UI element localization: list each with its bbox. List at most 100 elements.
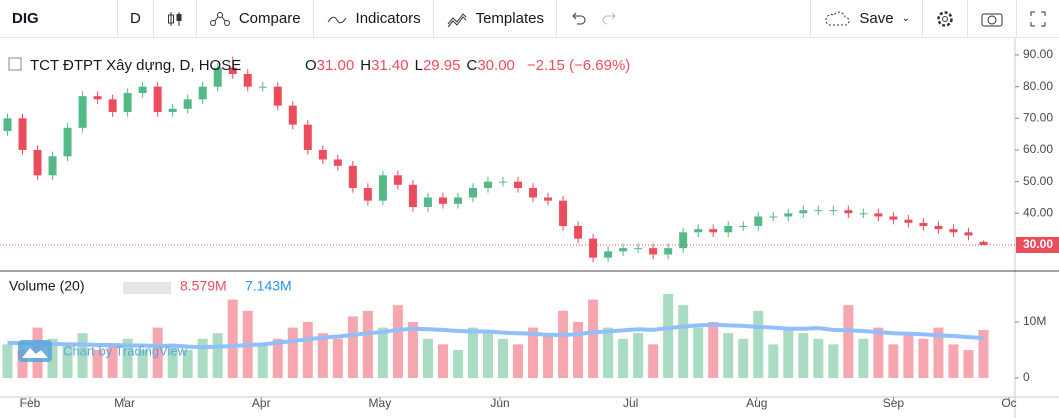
volume-bar xyxy=(452,349,463,378)
y-tick-label: 60.00 xyxy=(1023,142,1053,156)
x-tick-label: Jul xyxy=(623,396,638,410)
symbol-button[interactable]: DIG xyxy=(0,0,118,38)
candle-body xyxy=(78,96,87,128)
y-tick-label: 90.00 xyxy=(1023,47,1053,61)
volume-bar xyxy=(392,305,403,378)
candle-body xyxy=(423,197,432,207)
volume-bar xyxy=(407,321,418,378)
candle-body xyxy=(333,159,342,166)
legend-value: 31.40 xyxy=(371,57,409,74)
candle-body xyxy=(754,216,763,226)
volume-bar xyxy=(377,327,388,378)
volume-bar xyxy=(918,338,929,378)
volume-bar xyxy=(497,338,508,378)
y-tick-label: 50.00 xyxy=(1023,174,1053,188)
candle-body xyxy=(243,73,252,87)
candle-body xyxy=(318,149,327,160)
volume-bar xyxy=(813,338,824,378)
ohlc-legend: O31.00 H31.40 L29.95 C30.00 −2.15 (−6.69%) xyxy=(305,57,630,74)
series-title: TCT ĐTPT Xây dựng, D, HOSE xyxy=(30,57,241,74)
volume-bar xyxy=(167,344,178,378)
templates-button[interactable]: Templates xyxy=(434,0,557,38)
y-tick-label: 10M xyxy=(1023,314,1046,328)
interval: D xyxy=(130,10,141,27)
volume-bar xyxy=(753,310,764,378)
volume-bar xyxy=(212,333,223,378)
chart-type-button[interactable] xyxy=(154,0,197,38)
volume-ma-line xyxy=(7,322,984,350)
interval-button[interactable]: D xyxy=(118,0,154,38)
volume-bar xyxy=(603,327,614,378)
x-tick-label: May xyxy=(369,396,392,410)
volume-bar xyxy=(257,344,268,378)
y-tick-label: 0 xyxy=(1023,370,1030,384)
compare-icon xyxy=(209,11,230,26)
volume-controls[interactable] xyxy=(123,282,171,294)
candle-body xyxy=(153,86,162,112)
volume-bar xyxy=(347,316,358,378)
candle-body xyxy=(138,86,147,93)
candle-body xyxy=(799,210,808,214)
volume-bar xyxy=(107,344,118,378)
candle-body xyxy=(889,216,898,220)
volume-bar xyxy=(648,344,659,378)
candle-body xyxy=(93,96,102,100)
toolbar: DIG D Compare Indicators Templates Save ⌄ xyxy=(0,0,1059,38)
watermark-text: Chart by TradingView xyxy=(63,343,188,358)
volume-bar xyxy=(588,299,599,378)
fullscreen-button[interactable] xyxy=(1017,0,1059,38)
volume-bar xyxy=(332,338,343,378)
y-tick-label: 70.00 xyxy=(1023,110,1053,124)
legend-key: H xyxy=(360,57,371,74)
volume-bar xyxy=(618,338,629,378)
candle-body xyxy=(483,181,492,188)
volume-bar xyxy=(903,333,914,378)
settings-button[interactable] xyxy=(923,0,968,38)
volume-bar xyxy=(272,338,283,378)
volume-value: 8.579M xyxy=(180,278,227,294)
candle-body xyxy=(814,210,823,212)
templates-icon xyxy=(447,12,466,27)
volume-bar xyxy=(573,321,584,378)
volume-bar xyxy=(182,349,193,378)
candle-body xyxy=(904,219,913,223)
candle-body xyxy=(468,187,477,198)
volume-bar xyxy=(513,344,524,378)
volume-bar xyxy=(738,338,749,378)
undo-redo[interactable] xyxy=(557,0,631,38)
volume-bar xyxy=(302,321,313,378)
candle-body xyxy=(168,108,177,112)
volume-bar xyxy=(828,344,839,378)
candle-body xyxy=(544,197,553,201)
candle-body xyxy=(363,187,372,201)
volume-bar xyxy=(92,349,103,378)
candle-body xyxy=(514,181,523,188)
candle-body xyxy=(589,238,598,258)
volume-bar xyxy=(422,338,433,378)
candle-body xyxy=(498,181,507,183)
symbol: DIG xyxy=(12,10,39,27)
volume-bar xyxy=(197,338,208,378)
candle-body xyxy=(559,200,568,226)
volume-bar xyxy=(963,349,974,378)
last-price-tag xyxy=(1016,236,1059,253)
x-tick-label: Sep xyxy=(883,396,905,410)
save-button[interactable]: Save ⌄ xyxy=(810,0,923,38)
templates-label: Templates xyxy=(475,10,544,27)
volume-bar xyxy=(978,329,989,378)
volume-bar xyxy=(2,344,13,378)
indicators-button[interactable]: Indicators xyxy=(314,0,434,38)
collapse-box[interactable] xyxy=(8,57,22,71)
compare-button[interactable]: Compare xyxy=(197,0,314,38)
snapshot-button[interactable] xyxy=(968,0,1017,38)
legend-change: −2.15 (−6.69%) xyxy=(527,57,630,74)
volume-bar xyxy=(528,327,539,378)
candle-body xyxy=(303,124,312,150)
candle-body xyxy=(3,118,12,131)
candle-body xyxy=(784,213,793,217)
chart: 40.00 50.00 60.00 70.00 80.00 90.00 Feb Mar Apr M… xyxy=(0,38,1059,418)
volume-bar xyxy=(77,333,88,378)
legend-key: C xyxy=(467,57,478,74)
candle-body xyxy=(108,99,117,112)
